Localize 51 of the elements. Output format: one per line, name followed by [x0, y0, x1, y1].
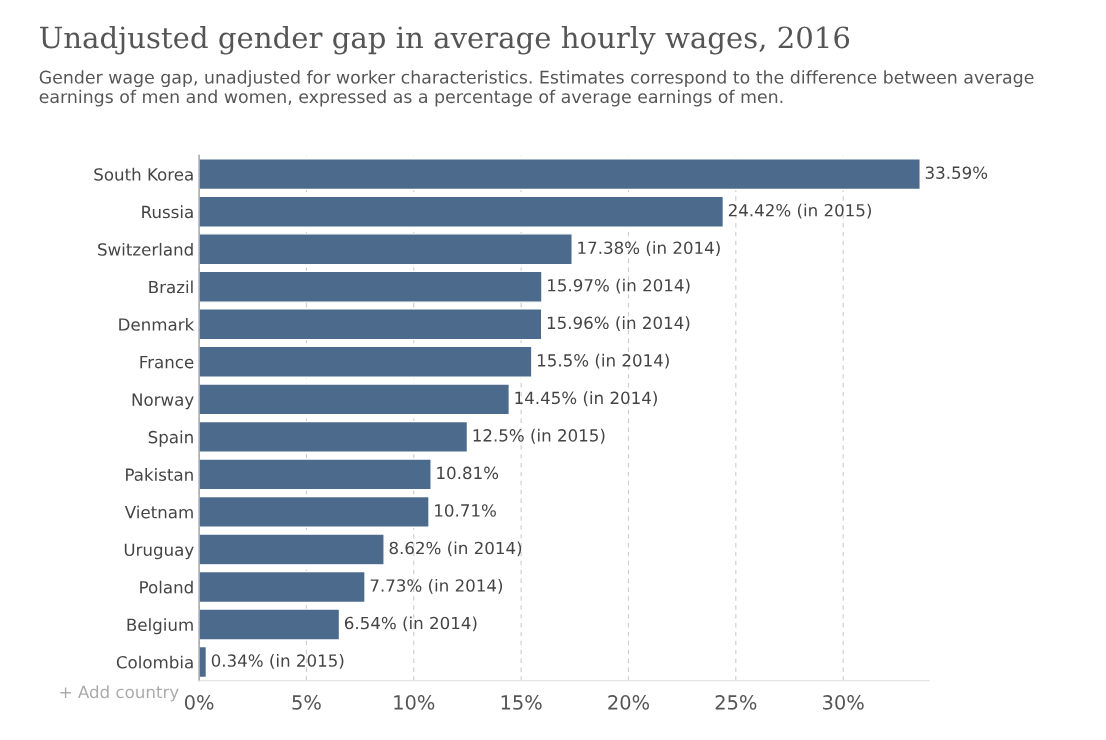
bar — [199, 570, 366, 604]
data-label: 8.62% (in 2014) — [389, 541, 522, 557]
bar — [199, 495, 430, 529]
y-tick-label: Switzerland — [98, 242, 193, 256]
y-tick-label: Poland — [140, 580, 193, 594]
data-label: 10.71% — [435, 504, 496, 517]
x-tick-label: 10% — [394, 695, 435, 710]
data-label: 17.38% (in 2014) — [578, 241, 720, 257]
data-label: 15.97% (in 2014) — [548, 278, 690, 294]
x-tick-label: 5% — [292, 695, 321, 710]
y-tick-label: Belgium — [127, 618, 193, 635]
data-label: 14.45% (in 2014) — [515, 391, 657, 407]
bar — [199, 458, 432, 491]
y-tick-label: Brazil — [149, 280, 193, 294]
y-tick-label: Uruguay — [124, 543, 194, 560]
y-tick-label: France — [140, 355, 194, 369]
chart-subtitle: Gender wage gap, unadjusted for worker characteristics. Estimates correspond to the difference between average earnings of men and women, expressed as a percentage of average earnings of men. — [39, 70, 1034, 107]
data-label: 33.59% — [925, 166, 988, 179]
bar — [199, 233, 573, 266]
x-tick-label: 15% — [501, 695, 542, 710]
data-label: 15.96% (in 2014) — [547, 316, 690, 332]
y-tick-label: Norway — [132, 393, 194, 410]
y-tick-label: Vietnam — [124, 505, 193, 519]
bar — [199, 345, 533, 378]
bar — [199, 308, 543, 341]
data-label: 15.5% (in 2014) — [537, 353, 669, 369]
text: + Add country — [60, 685, 179, 702]
y-tick-label: Spain — [148, 430, 193, 447]
data-label: 6.54% (in 2014) — [344, 616, 477, 632]
data-label: 7.73% (in 2014) — [370, 578, 503, 594]
bar — [199, 608, 341, 641]
data-label: 0.34% (in 2015) — [211, 653, 344, 669]
x-tick-label: 30% — [823, 695, 864, 710]
chart-title: Unadjusted gender gap in average hourly wages, 2016 — [40, 25, 850, 55]
x-tick-label: 25% — [715, 695, 757, 710]
x-tick-label: 0% — [184, 695, 214, 710]
bar — [199, 383, 511, 416]
bar — [199, 270, 543, 303]
data-label: 24.42% (in 2015) — [728, 203, 871, 219]
bar — [199, 533, 385, 566]
bar — [199, 420, 469, 453]
bar — [199, 195, 725, 228]
y-tick-label: Russia — [142, 205, 193, 219]
y-tick-label: South Korea — [94, 167, 193, 181]
bar — [199, 158, 921, 191]
data-label: 12.5% (in 2015) — [473, 428, 605, 444]
data-label: 10.81% — [437, 466, 499, 480]
y-tick-label: Pakistan — [126, 468, 193, 481]
y-tick-label: Colombia — [116, 655, 193, 669]
x-tick-label: 20% — [608, 695, 649, 710]
y-tick-label: Denmark — [119, 317, 195, 331]
